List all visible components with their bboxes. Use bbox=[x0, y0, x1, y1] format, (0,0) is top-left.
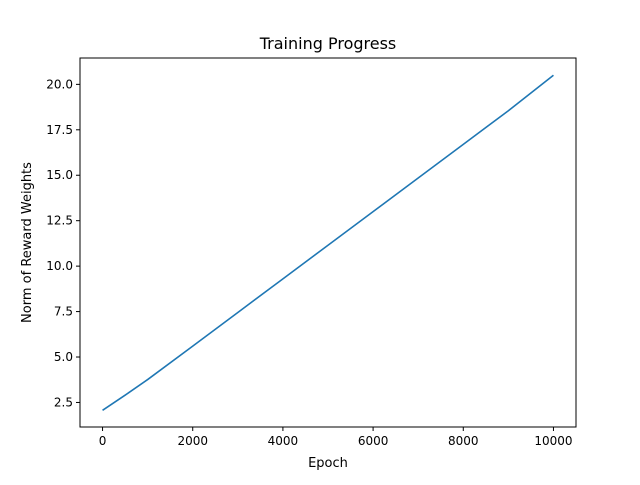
y-tick-label: 5.0 bbox=[54, 350, 73, 364]
y-tick-label: 7.5 bbox=[54, 305, 73, 319]
x-tick-label: 0 bbox=[99, 434, 107, 448]
x-tick-label: 2000 bbox=[177, 434, 208, 448]
y-tick-label: 10.0 bbox=[46, 259, 73, 273]
x-tick-label: 4000 bbox=[268, 434, 299, 448]
y-axis-ticks: 2.5 5.0 7.5 10.0 12.5 15.0 17.5 20.0 bbox=[46, 77, 80, 409]
y-tick-label: 15.0 bbox=[46, 168, 73, 182]
x-tick-label: 10000 bbox=[534, 434, 572, 448]
y-tick-label: 2.5 bbox=[54, 395, 73, 409]
x-tick-label: 8000 bbox=[448, 434, 479, 448]
x-tick-label: 6000 bbox=[358, 434, 389, 448]
x-axis-label: Epoch bbox=[308, 456, 348, 471]
plot-area bbox=[80, 58, 576, 427]
chart-title: Training Progress bbox=[259, 34, 397, 53]
y-axis-label: Norm of Reward Weights bbox=[20, 162, 35, 323]
axes-frame bbox=[79, 57, 577, 428]
y-tick-label: 20.0 bbox=[46, 77, 73, 91]
y-tick-label: 12.5 bbox=[46, 214, 73, 228]
series-layer bbox=[102, 74, 554, 411]
x-axis-ticks: 0 2000 4000 6000 8000 10000 bbox=[99, 427, 573, 448]
series-line-0 bbox=[102, 74, 554, 411]
y-tick-label: 17.5 bbox=[46, 123, 73, 137]
